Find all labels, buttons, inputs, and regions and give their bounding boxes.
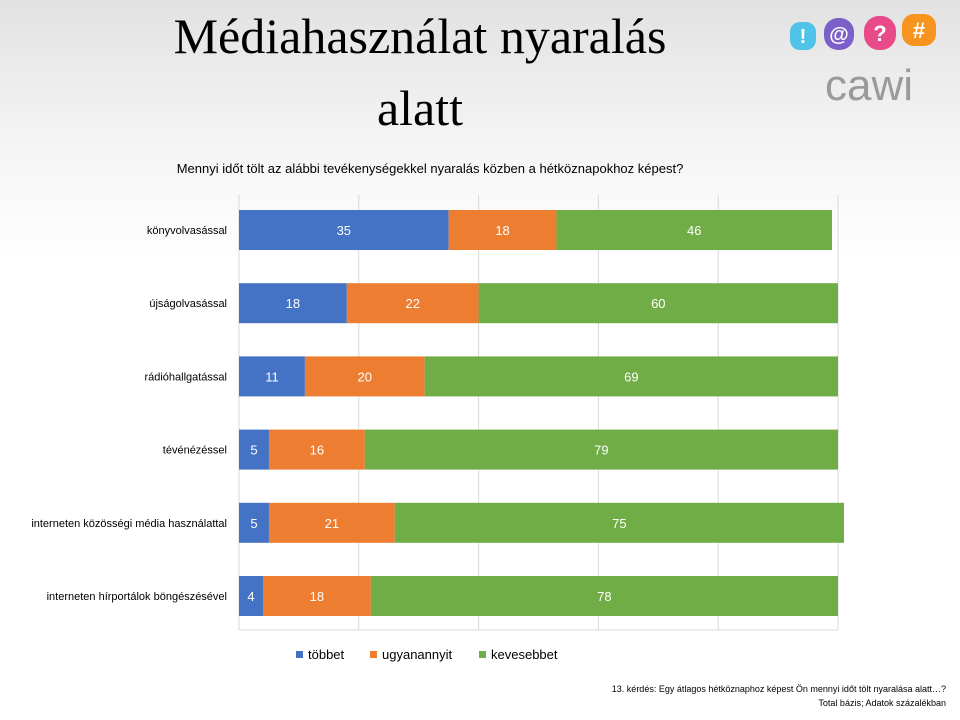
logo-glyph-3: ? xyxy=(873,21,886,46)
footnote-question: 13. kérdés: Egy átlagos hétköznaphoz kép… xyxy=(611,684,946,694)
bar-segment xyxy=(364,429,838,470)
bar-segment xyxy=(239,576,263,616)
legend-label: ugyanannyit xyxy=(382,647,452,662)
category-label: újságolvasással xyxy=(149,298,227,310)
legend-item: ugyanannyit xyxy=(370,647,452,662)
stacked-bar-chart: Mennyi időt tölt az alábbi tevékenységek… xyxy=(31,161,844,662)
legend-label: többet xyxy=(308,647,345,662)
data-label: 5 xyxy=(250,516,257,531)
category-label: rádióhallgatással xyxy=(144,371,227,383)
bar-segment xyxy=(239,502,269,543)
bar-segment xyxy=(370,576,838,616)
data-label: 21 xyxy=(325,516,339,531)
bar-segment xyxy=(424,356,838,397)
legend-item: többet xyxy=(296,647,345,662)
data-label: 22 xyxy=(405,296,419,311)
legend-label: kevesebbet xyxy=(491,647,558,662)
bar-segment xyxy=(478,283,838,324)
legend-swatch xyxy=(370,651,377,658)
data-label: 18 xyxy=(495,223,509,238)
bar-segment xyxy=(239,283,347,324)
data-label: 18 xyxy=(286,296,300,311)
legend-swatch xyxy=(479,651,486,658)
data-label: 35 xyxy=(337,223,351,238)
footnote-base: Total bázis; Adatok százalékban xyxy=(818,698,946,708)
bar-segment xyxy=(448,210,557,250)
logo-bubbles: ! @ ? # xyxy=(790,14,936,50)
data-label: 4 xyxy=(247,589,254,604)
slide-title: Médiahasználat nyaralás alatt xyxy=(60,0,780,144)
bars: 35 18 46 18 22 60 11 20 69 5 16 79 5 21 75 4 18 78 xyxy=(239,210,844,616)
logo-glyph-4: # xyxy=(913,18,925,43)
bar-segment xyxy=(239,210,449,250)
bar-segment xyxy=(262,576,371,616)
data-label: 60 xyxy=(651,296,665,311)
bar-segment xyxy=(268,429,365,470)
category-label: interneten hírportálok böngészésével xyxy=(47,591,227,603)
bar-segment xyxy=(556,210,833,250)
cawi-logo: ! @ ? # cawi xyxy=(790,14,936,108)
data-label: 11 xyxy=(265,369,279,384)
category-label: tévénézéssel xyxy=(163,445,227,457)
data-label: 75 xyxy=(612,516,626,531)
logo-glyph-1: ! xyxy=(800,26,807,48)
category-label: interneten közösségi média használattal xyxy=(31,518,227,530)
data-label: 79 xyxy=(594,443,608,458)
chart-title: Mennyi időt tölt az alábbi tevékenységek… xyxy=(177,161,684,176)
category-labels: könyvolvasással újságolvasással rádióhallg… xyxy=(31,225,227,603)
logo-glyph-2: @ xyxy=(829,24,849,46)
bar-segment xyxy=(239,429,269,470)
bar-segment xyxy=(268,502,395,543)
bar-segment xyxy=(304,356,425,397)
legend-swatch xyxy=(296,651,303,658)
bar-segment xyxy=(239,356,305,397)
legend-item: kevesebbet xyxy=(479,647,558,662)
data-label: 69 xyxy=(624,369,638,384)
bar-segment xyxy=(394,502,844,543)
data-label: 18 xyxy=(310,589,324,604)
data-label: 20 xyxy=(358,369,372,384)
data-label: 16 xyxy=(310,443,324,458)
logo-text: cawi xyxy=(825,61,913,108)
data-label: 5 xyxy=(250,443,257,458)
data-label: 46 xyxy=(687,223,701,238)
gridlines xyxy=(238,195,839,631)
slide-title-line-1: Médiahasználat nyaralás xyxy=(173,8,667,64)
bar-segment xyxy=(346,283,479,324)
legend: többet ugyanannyit kevesebbet xyxy=(296,647,558,662)
slide-title-line-2: alatt xyxy=(376,80,464,136)
category-label: könyvolvasással xyxy=(147,225,227,237)
data-label: 78 xyxy=(597,589,611,604)
